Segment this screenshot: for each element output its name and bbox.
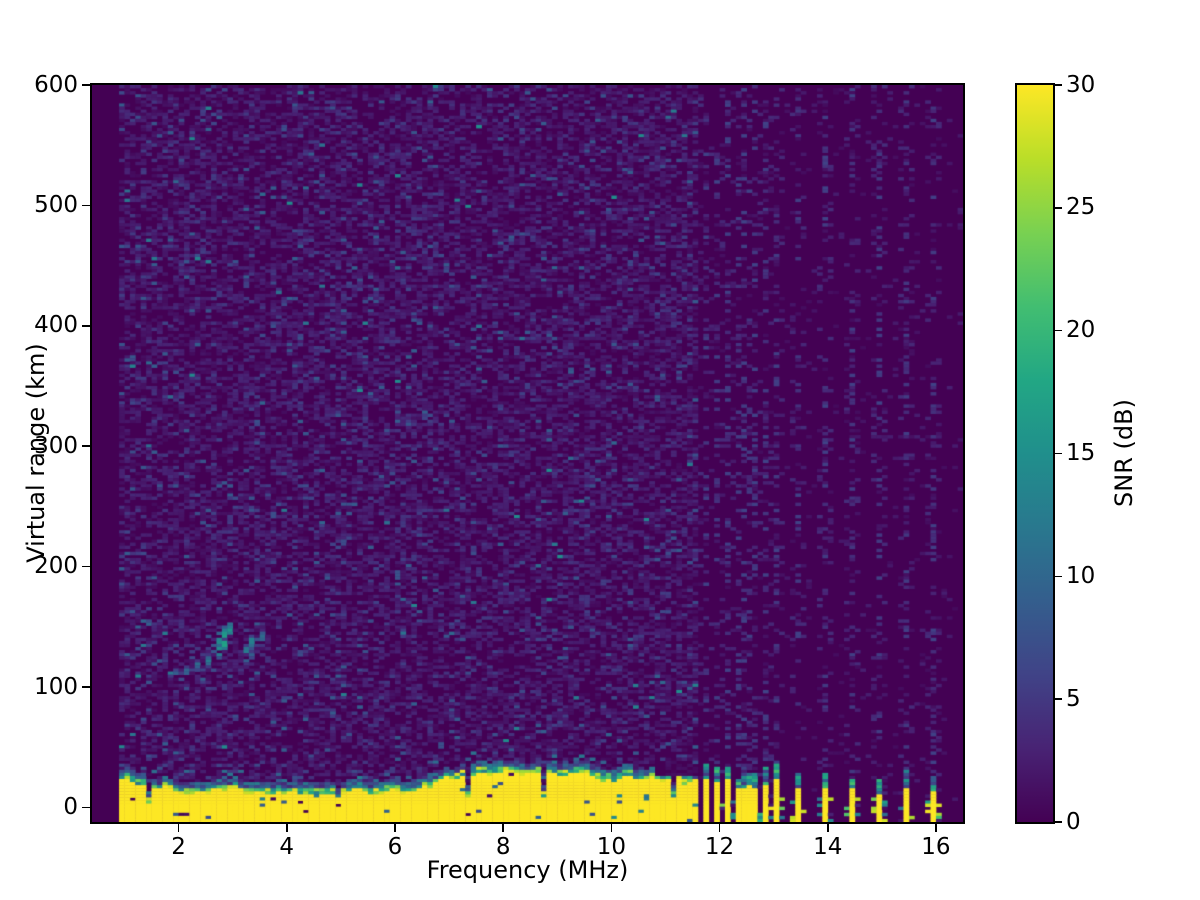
y-tick-label: 200 bbox=[34, 553, 78, 580]
x-tick bbox=[177, 824, 180, 832]
colorbar-label: SNR (dB) bbox=[1110, 399, 1138, 507]
x-tick bbox=[826, 824, 829, 832]
y-tick bbox=[82, 445, 90, 448]
ionogram-heatmap-canvas bbox=[92, 85, 963, 822]
y-tick bbox=[82, 204, 90, 207]
colorbar bbox=[1015, 83, 1055, 824]
colorbar-tick-label: 10 bbox=[1066, 562, 1096, 589]
colorbar-tick-label: 15 bbox=[1066, 440, 1096, 466]
x-axis-label: Frequency (MHz) bbox=[426, 856, 629, 884]
y-tick bbox=[82, 565, 90, 568]
x-tick bbox=[394, 824, 396, 832]
x-tick-label: 10 bbox=[596, 834, 626, 860]
x-tick bbox=[285, 824, 288, 832]
x-tick bbox=[718, 824, 721, 832]
x-tick bbox=[935, 824, 937, 832]
colorbar-tick-label: 5 bbox=[1066, 685, 1081, 712]
x-tick-label: 16 bbox=[921, 834, 951, 860]
colorbar-tick bbox=[1055, 452, 1062, 455]
x-tick-label: 4 bbox=[279, 834, 295, 860]
y-tick-label: 500 bbox=[34, 191, 78, 218]
colorbar-tick bbox=[1055, 821, 1062, 823]
colorbar-gradient bbox=[1017, 85, 1053, 822]
colorbar-tick-label: 25 bbox=[1066, 194, 1096, 221]
y-tick bbox=[82, 325, 90, 327]
heatmap-plot-area bbox=[90, 83, 965, 824]
y-tick-label: 400 bbox=[34, 312, 78, 339]
colorbar-tick-label: 30 bbox=[1066, 71, 1096, 98]
y-tick-label: 600 bbox=[34, 71, 78, 98]
y-tick bbox=[82, 806, 90, 809]
y-tick-label: 0 bbox=[63, 794, 78, 821]
colorbar-tick-label: 20 bbox=[1066, 317, 1096, 344]
y-tick bbox=[82, 84, 90, 86]
x-tick-label: 6 bbox=[387, 834, 403, 860]
colorbar-tick bbox=[1055, 575, 1062, 578]
colorbar-tick bbox=[1055, 84, 1062, 86]
colorbar-tick-label: 0 bbox=[1066, 808, 1081, 835]
x-tick bbox=[610, 824, 613, 832]
colorbar-tick bbox=[1055, 329, 1062, 332]
x-tick-label: 12 bbox=[704, 834, 735, 860]
y-tick bbox=[82, 686, 90, 688]
y-tick-label: 300 bbox=[34, 432, 78, 459]
x-tick-label: 8 bbox=[495, 834, 511, 860]
x-tick bbox=[502, 824, 504, 832]
colorbar-tick bbox=[1055, 207, 1062, 209]
colorbar-tick bbox=[1055, 698, 1062, 700]
x-tick-label: 2 bbox=[171, 834, 186, 860]
x-tick-label: 14 bbox=[813, 834, 843, 860]
y-tick-label: 100 bbox=[34, 673, 78, 700]
